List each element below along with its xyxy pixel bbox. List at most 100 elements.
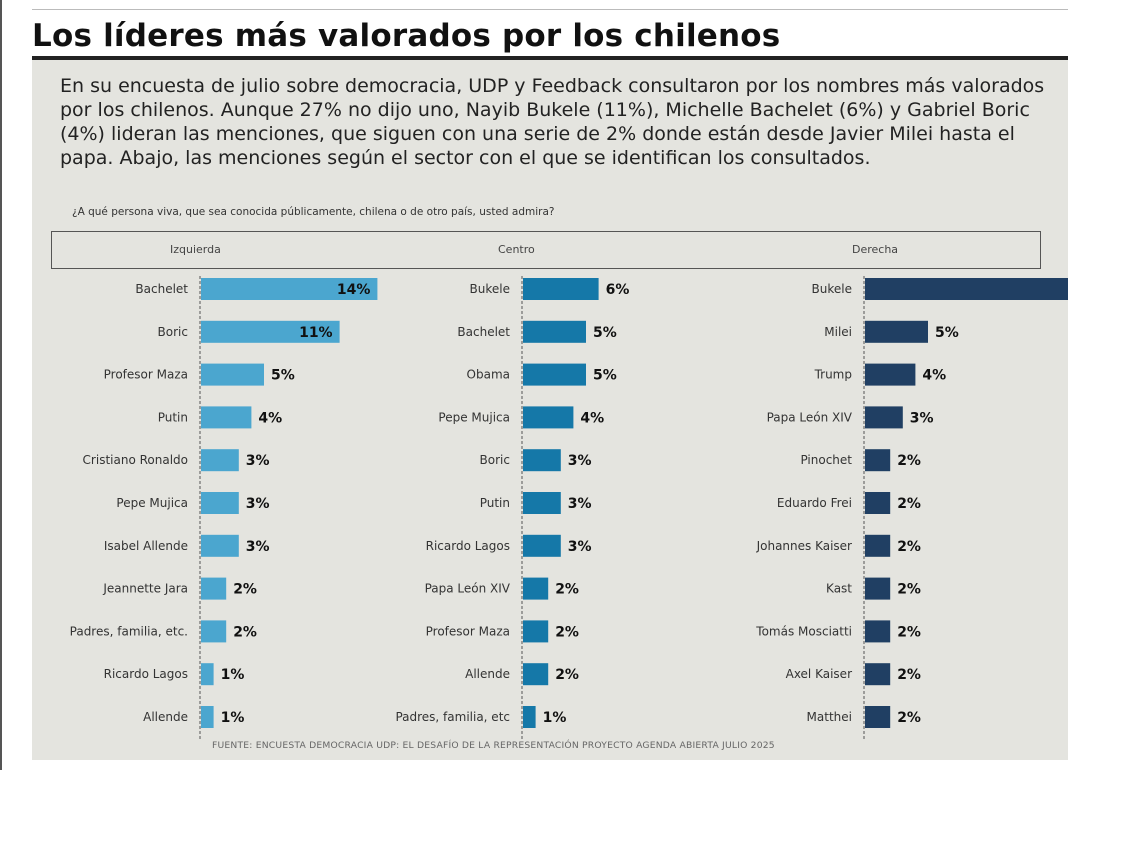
derecha-category-label: Tomás Mosciatti (755, 624, 852, 638)
derecha-value-label: 3% (910, 410, 934, 426)
centro-value-label: 4% (580, 410, 604, 426)
izquierda-bar (201, 449, 239, 472)
izquierda-bar (201, 534, 239, 557)
izquierda-category-label: Jeannette Jara (102, 582, 188, 596)
izquierda-bar (201, 363, 264, 386)
izquierda-value-label: 3% (246, 453, 270, 469)
izquierda-category-label: Padres, familia, etc. (70, 624, 188, 638)
centro-category-label: Padres, familia, etc (395, 710, 510, 724)
centro-category-label: Profesor Maza (426, 624, 510, 638)
derecha-category-label: Pinochet (800, 453, 852, 467)
centro-value-label: 2% (555, 624, 579, 640)
derecha-bar (865, 492, 891, 514)
izquierda-bar (201, 577, 227, 600)
izquierda-bar (201, 492, 239, 514)
headline: Los líderes más valorados por los chilen… (32, 18, 781, 54)
izquierda-value-label: 11% (299, 325, 333, 341)
izquierda-category-label: Boric (158, 325, 188, 339)
derecha-category-label: Eduardo Frei (777, 496, 852, 510)
derecha-bar (865, 706, 891, 728)
derecha-value-label: 2% (897, 667, 921, 683)
izquierda-category-label: Putin (158, 410, 188, 424)
bar-charts: Bachelet 14% Boric 11% Profesor Maza 5% Putin 4… (70, 276, 1068, 741)
izquierda-value-label: 1% (221, 710, 245, 726)
headline-rule (32, 56, 1068, 60)
derecha-value-label: 2% (897, 582, 921, 598)
derecha-bar (865, 363, 916, 386)
sector-header-centro: Centro (498, 243, 535, 256)
source-note: FUENTE: ENCUESTA DEMOCRACIA UDP: EL DESA… (212, 740, 775, 751)
centro-bar (523, 577, 549, 600)
centro-value-label: 3% (568, 539, 592, 555)
derecha-value-label: 2% (897, 453, 921, 469)
derecha-bar (865, 449, 891, 472)
izquierda-category-label: Profesor Maza (104, 368, 188, 382)
izquierda-value-label: 14% (337, 282, 371, 298)
izquierda-category-label: Isabel Allende (104, 539, 188, 553)
derecha-category-label: Trump (814, 368, 852, 382)
sector-header-derecha: Derecha (852, 243, 899, 256)
derecha-category-label: Johannes Kaiser (756, 539, 852, 553)
izquierda-value-label: 4% (258, 410, 282, 426)
derecha-bar (865, 320, 928, 343)
derecha-value-label: 2% (897, 539, 921, 555)
centro-value-label: 3% (568, 453, 592, 469)
izquierda-bar (201, 663, 214, 686)
derecha-category-label: Milei (824, 325, 852, 339)
centro-category-label: Boric (480, 453, 510, 467)
izquierda-bar (201, 320, 340, 343)
intro-text: En su encuesta de julio sobre democracia… (60, 75, 1045, 169)
centro-value-label: 2% (555, 582, 579, 598)
centro-bar (523, 706, 536, 728)
centro-value-label: 5% (593, 325, 617, 341)
centro-value-label: 5% (593, 368, 617, 384)
centro-bar (523, 534, 561, 557)
derecha-category-label: Bukele (812, 282, 852, 296)
derecha-bar (865, 534, 891, 557)
derecha-value-label: 4% (922, 368, 946, 384)
izquierda-value-label: 3% (246, 539, 270, 555)
centro-category-label: Bachelet (457, 325, 510, 339)
izquierda-category-label: Bachelet (135, 282, 188, 296)
derecha-bar (865, 620, 891, 643)
survey-question: ¿A qué persona viva, que sea conocida pú… (72, 206, 555, 218)
derecha-value-label: 2% (897, 624, 921, 640)
centro-category-label: Allende (465, 667, 510, 681)
centro-value-label: 2% (555, 667, 579, 683)
chart-panel: En su encuesta de julio sobre democracia… (32, 60, 1068, 760)
sector-header: Izquierda Centro Derecha (51, 231, 1041, 269)
izquierda-bar (201, 620, 227, 643)
centro-bar (523, 492, 561, 514)
derecha-category-label: Matthei (807, 710, 852, 724)
centro-bar (523, 620, 549, 643)
izquierda-value-label: 2% (233, 624, 257, 640)
centro-category-label: Papa León XIV (425, 582, 511, 596)
centro-value-label: 6% (606, 282, 630, 298)
derecha-bar (865, 278, 1068, 300)
derecha-value-label: 2% (897, 496, 921, 512)
centro-category-label: Putin (480, 496, 510, 510)
centro-category-label: Bukele (470, 282, 510, 296)
page-left-rule (0, 0, 2, 770)
centro-bar (523, 449, 561, 472)
centro-bar (523, 278, 599, 300)
izquierda-value-label: 1% (221, 667, 245, 683)
derecha-value-label: 5% (935, 325, 959, 341)
centro-value-label: 3% (568, 496, 592, 512)
derecha-category-label: Axel Kaiser (786, 667, 852, 681)
izquierda-category-label: Ricardo Lagos (104, 667, 188, 681)
sector-header-izquierda: Izquierda (170, 243, 221, 256)
centro-bar (523, 363, 586, 386)
izquierda-value-label: 2% (233, 582, 257, 598)
izquierda-bar (201, 706, 214, 728)
centro-category-label: Pepe Mujica (438, 410, 510, 424)
izquierda-value-label: 3% (246, 496, 270, 512)
derecha-bar (865, 577, 891, 600)
centro-bar (523, 320, 586, 343)
top-rule (32, 9, 1068, 10)
centro-category-label: Ricardo Lagos (426, 539, 510, 553)
centro-category-label: Obama (467, 368, 510, 382)
izquierda-bar (201, 406, 252, 429)
izquierda-category-label: Allende (143, 710, 188, 724)
derecha-bar (865, 406, 903, 429)
